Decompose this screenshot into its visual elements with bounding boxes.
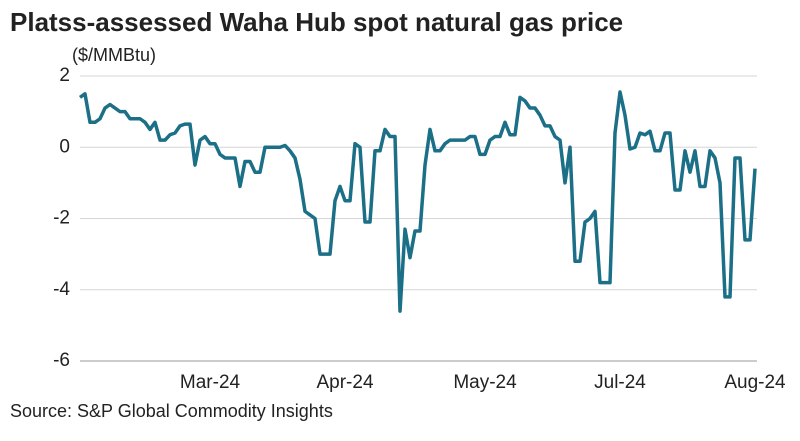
y-tick-label: -6 xyxy=(53,350,70,371)
x-tick-label: Jul-24 xyxy=(594,372,646,393)
x-tick-label: Mar-24 xyxy=(180,372,241,393)
y-tick-label: -2 xyxy=(53,208,70,229)
y-tick-label: -4 xyxy=(53,279,70,300)
y-axis-label: ($/MMBtu) xyxy=(72,45,156,65)
x-tick-label: May-24 xyxy=(453,372,517,393)
chart-title: Platss-assessed Waha Hub spot natural ga… xyxy=(10,7,623,37)
source-note: Source: S&P Global Commodity Insights xyxy=(10,401,333,421)
price-line xyxy=(78,90,757,313)
x-tick-label: Aug-24 xyxy=(724,372,786,393)
y-tick-label: 0 xyxy=(59,136,70,157)
y-tick-label: 2 xyxy=(59,65,70,86)
x-tick-label: Apr-24 xyxy=(316,372,373,393)
